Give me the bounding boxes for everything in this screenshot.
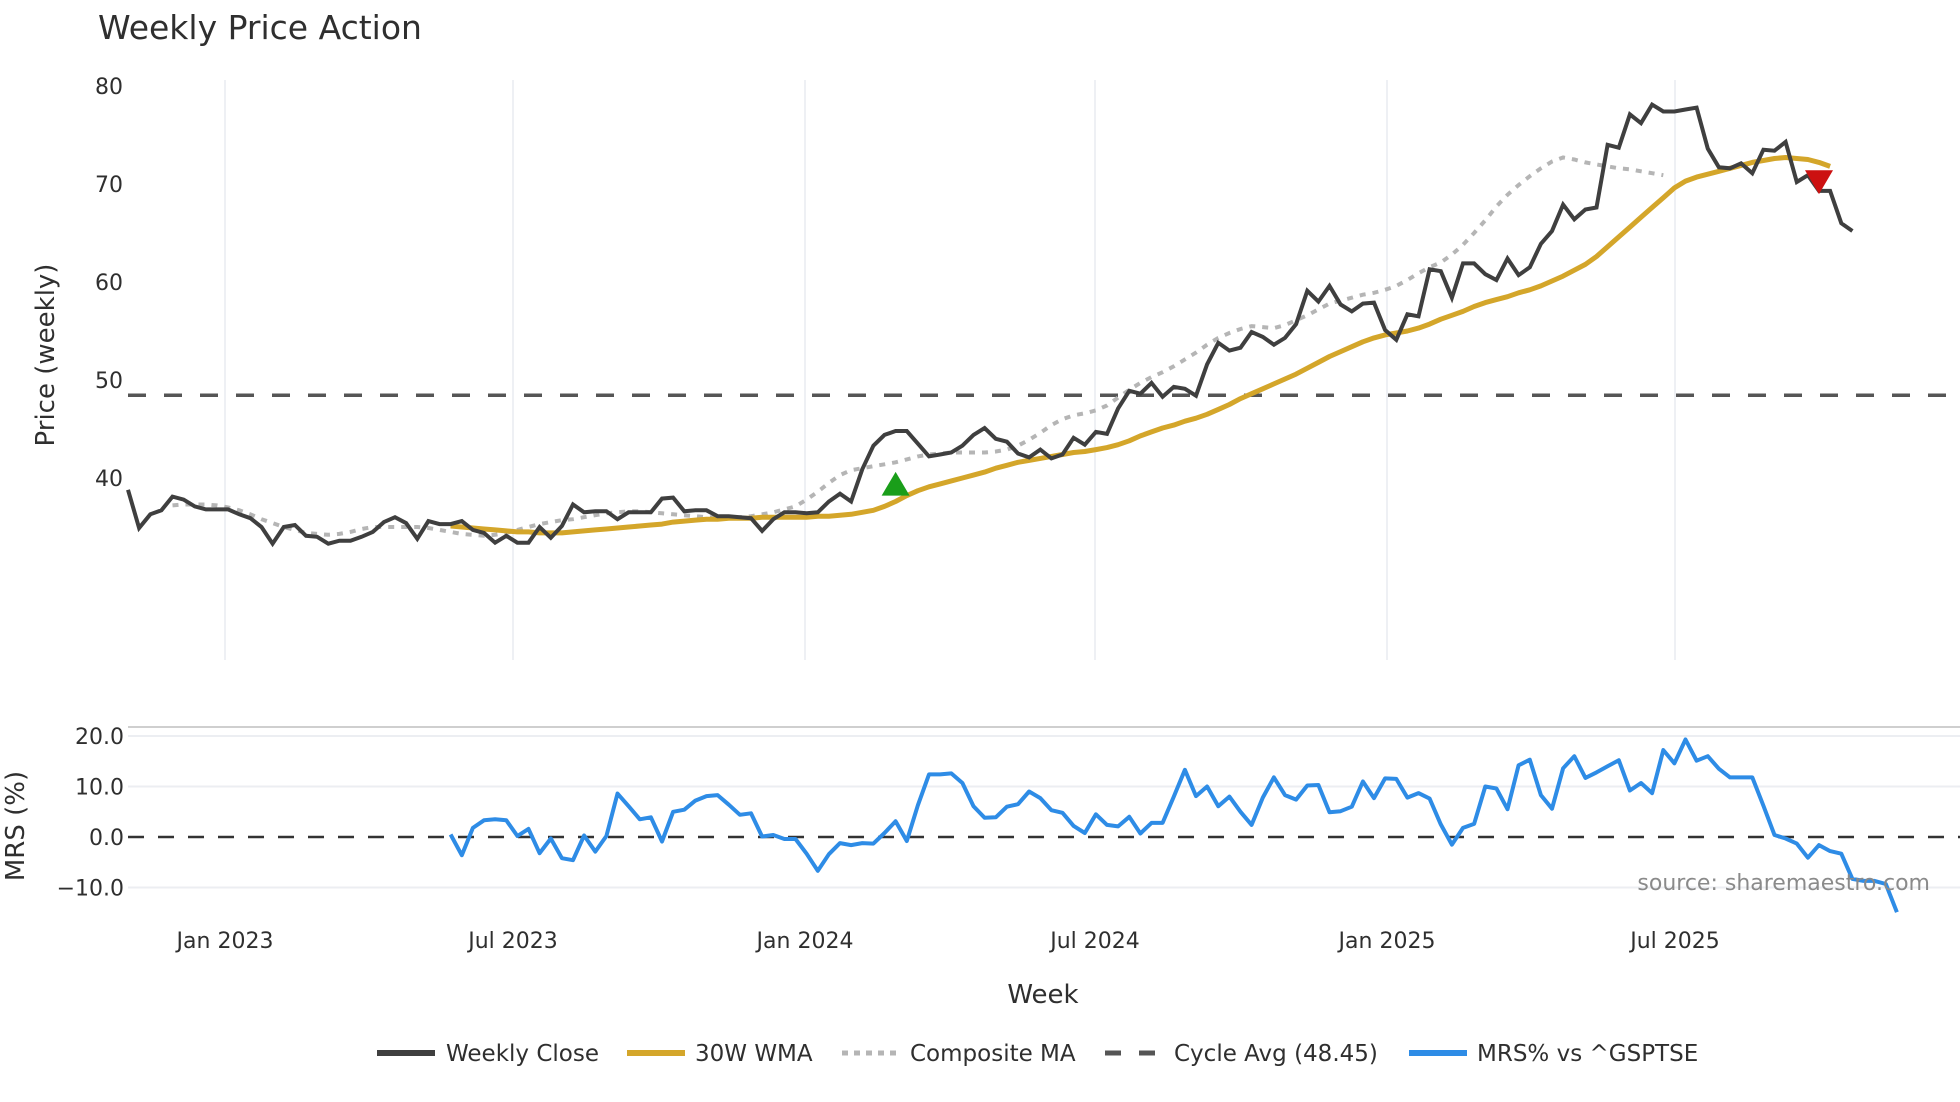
price-y-ticks: 40 50 60 70 80 <box>95 75 123 492</box>
x-axis-title: Week <box>1007 980 1078 1010</box>
signal-markers <box>881 170 1833 496</box>
price-gridlines <box>224 80 1676 660</box>
x-tick-label: Jan 2025 <box>1337 929 1436 954</box>
weekly-close-line <box>126 101 1854 548</box>
legend-label: 30W WMA <box>695 1041 813 1067</box>
mrs-panel: −10.0 0.0 10.0 20.0 MRS (%) source: sharema… <box>1 725 1960 913</box>
legend-item[interactable]: MRS% vs ^GSPTSE <box>1409 1041 1698 1067</box>
price-y-tick: 50 <box>95 369 123 394</box>
mrs-y-ticks: −10.0 0.0 10.0 20.0 <box>57 725 124 902</box>
price-y-tick: 80 <box>95 75 123 100</box>
mrs-gridlines <box>128 735 1960 889</box>
price-y-tick: 70 <box>95 173 123 198</box>
legend-item[interactable]: 30W WMA <box>627 1041 813 1067</box>
sell-signal-triangle-down-icon <box>1805 170 1833 195</box>
legend-label: MRS% vs ^GSPTSE <box>1477 1041 1698 1067</box>
x-tick-label: Jan 2023 <box>175 929 274 954</box>
legend-item[interactable]: Weekly Close <box>377 1041 599 1067</box>
legend: Weekly Close 30W WMA Composite MA Cycle Avg… <box>377 1041 1698 1067</box>
composite-ma-line <box>172 155 1664 538</box>
x-tick-label: Jul 2023 <box>466 929 558 954</box>
price-y-tick: 60 <box>95 271 123 296</box>
mrs-y-axis-title: MRS (%) <box>1 771 31 881</box>
price-y-axis-title: Price (weekly) <box>31 264 61 447</box>
wma-30w-line <box>450 155 1831 536</box>
price-panel: 40 50 60 70 80 Price (weekly) <box>31 75 1948 660</box>
mrs-y-tick: 0.0 <box>89 826 124 851</box>
legend-item[interactable]: Cycle Avg (48.45) <box>1105 1041 1378 1067</box>
legend-label: Cycle Avg (48.45) <box>1174 1041 1378 1067</box>
mrs-y-tick: −10.0 <box>57 877 124 902</box>
x-axis-ticks: Jan 2023 Jul 2023 Jan 2024 Jul 2024 Jan 2025… <box>175 929 1720 954</box>
mrs-series <box>128 737 1960 913</box>
mrs-y-tick: 10.0 <box>75 776 124 801</box>
price-y-tick: 40 <box>95 467 123 492</box>
mrs-line <box>448 737 1899 913</box>
legend-label: Composite MA <box>910 1041 1076 1067</box>
x-tick-label: Jul 2025 <box>1628 929 1720 954</box>
mrs-y-tick: 20.0 <box>75 725 124 750</box>
legend-label: Weekly Close <box>446 1041 599 1067</box>
chart-title: Weekly Price Action <box>98 8 422 47</box>
buy-signal-triangle-up-icon <box>881 471 910 496</box>
legend-item[interactable]: Composite MA <box>842 1041 1076 1067</box>
source-annotation: source: sharemaestro.com <box>1637 871 1930 896</box>
price-series <box>126 101 1948 548</box>
x-tick-label: Jan 2024 <box>755 929 854 954</box>
x-tick-label: Jul 2024 <box>1048 929 1140 954</box>
